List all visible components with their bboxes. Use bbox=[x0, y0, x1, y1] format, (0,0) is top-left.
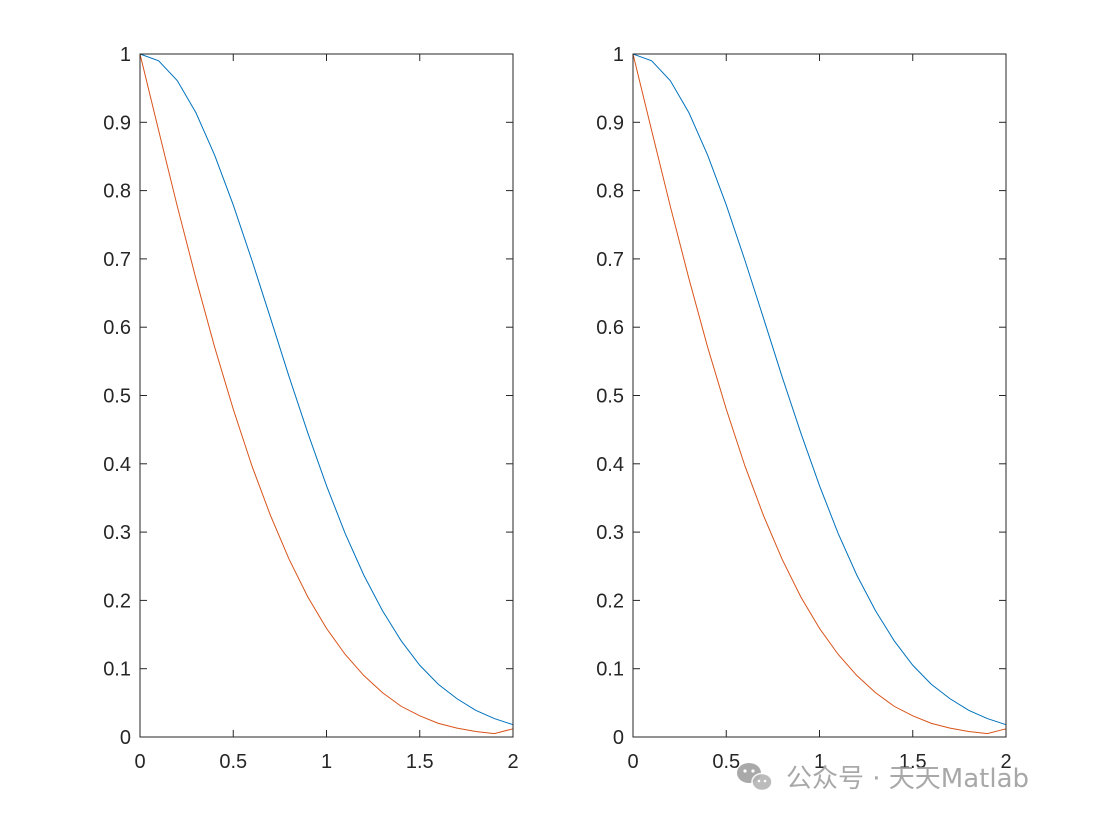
y-tick-label: 0.4 bbox=[596, 454, 624, 476]
y-tick-label: 0.6 bbox=[103, 317, 131, 339]
subplot-left: 0 0.5 1 1.5 2 0 0.1 0.2 0.3 0.4 0.5 0.6 0.7 0.8 0.9 1 bbox=[103, 44, 518, 773]
y-tick-label: 0.8 bbox=[103, 181, 131, 203]
y-tick-label: 0.6 bbox=[596, 317, 624, 339]
x-tick-label: 1.5 bbox=[899, 751, 927, 773]
y-tick-label: 0 bbox=[613, 727, 624, 749]
y-tick-label: 0.7 bbox=[103, 249, 131, 271]
x-tick-label: 1.5 bbox=[406, 751, 434, 773]
y-tick-label: 1 bbox=[120, 44, 131, 66]
y-tick-label: 1 bbox=[613, 44, 624, 66]
y-tick-label: 0.2 bbox=[596, 590, 624, 612]
axes-box bbox=[139, 53, 514, 738]
y-tick-label: 0.4 bbox=[103, 454, 131, 476]
series-line-1 bbox=[139, 53, 514, 726]
x-tick-label: 1 bbox=[321, 751, 332, 773]
y-tick-label: 0.9 bbox=[103, 112, 131, 134]
series-line-2 bbox=[632, 53, 1007, 735]
x-tick-label: 0.5 bbox=[219, 751, 247, 773]
y-tick-label: 0.1 bbox=[596, 659, 624, 681]
x-tick-label: 0 bbox=[134, 751, 145, 773]
y-tick-label: 0.3 bbox=[596, 522, 624, 544]
x-tick-label: 0.5 bbox=[712, 751, 740, 773]
axes-box bbox=[632, 53, 1007, 738]
watermark: 公众号 · 天天Matlab bbox=[737, 763, 1029, 794]
wechat-icon bbox=[737, 763, 773, 792]
y-tick-label: 0.3 bbox=[103, 522, 131, 544]
series-line-1 bbox=[632, 53, 1007, 726]
y-tick-label: 0.9 bbox=[596, 112, 624, 134]
y-tick-label: 0.5 bbox=[103, 386, 131, 408]
x-tick-label: 0 bbox=[627, 751, 638, 773]
y-tick-label: 0.1 bbox=[103, 659, 131, 681]
x-tick-label: 2 bbox=[507, 751, 518, 773]
y-tick-label: 0.2 bbox=[103, 590, 131, 612]
y-tick-label: 0.7 bbox=[596, 249, 624, 271]
y-tick-label: 0.5 bbox=[596, 386, 624, 408]
y-tick-label: 0.8 bbox=[596, 181, 624, 203]
series-line-2 bbox=[139, 53, 514, 735]
subplot-right: 0 0.5 1 1.5 2 0 0.1 0.2 0.3 0.4 0.5 0.6 0.7 0.8 0.9 1 bbox=[596, 44, 1011, 773]
x-tick-label: 1 bbox=[814, 751, 825, 773]
x-tick-label: 2 bbox=[1000, 751, 1011, 773]
watermark-label: 公众号 · 天天Matlab bbox=[786, 764, 1029, 794]
y-tick-label: 0 bbox=[120, 727, 131, 749]
